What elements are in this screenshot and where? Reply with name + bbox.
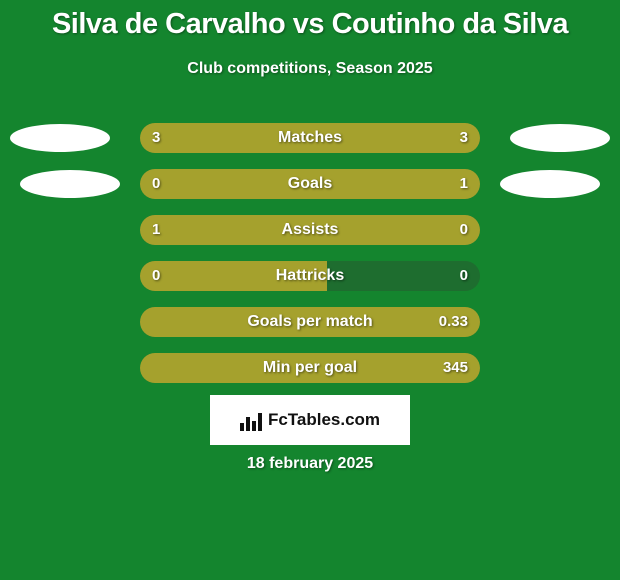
- stat-row: Assists1 0: [0, 210, 620, 256]
- stat-row: Goals per match0.33: [0, 302, 620, 348]
- stat-row: Min per goal345: [0, 348, 620, 394]
- stat-bar: Matches3 3: [140, 123, 480, 153]
- stat-row: Hattricks0 0: [0, 256, 620, 302]
- stat-row: Goals0 1: [0, 164, 620, 210]
- brand-badge: FcTables.com: [210, 395, 410, 445]
- stat-value-left: 3: [152, 123, 160, 153]
- stat-value-right: 345: [443, 353, 468, 383]
- player-left-marker: [10, 124, 110, 152]
- player-left-marker: [20, 170, 120, 198]
- player-right-marker: [500, 170, 600, 198]
- stat-value-left: 0: [152, 169, 160, 199]
- brand-text: FcTables.com: [268, 410, 380, 430]
- stat-rows-container: Matches33Goals01Assists10Hattricks00Goal…: [0, 118, 620, 394]
- stat-bar: Hattricks0 0: [140, 261, 480, 291]
- comparison-infographic: Silva de Carvalho vs Coutinho da Silva C…: [0, 0, 620, 580]
- stat-label: Min per goal: [140, 353, 480, 383]
- stat-value-right: 0.33: [439, 307, 468, 337]
- page-title: Silva de Carvalho vs Coutinho da Silva: [0, 0, 620, 41]
- stat-value-right: 3: [460, 123, 468, 153]
- date-label: 18 february 2025: [0, 455, 620, 473]
- stat-bar: Goals per match0.33: [140, 307, 480, 337]
- stat-value-left: 0: [152, 261, 160, 291]
- stat-value-right: 0: [460, 215, 468, 245]
- stat-value-right: 0: [460, 261, 468, 291]
- bar-chart-icon: [240, 409, 262, 431]
- stat-label: Goals: [140, 169, 480, 199]
- stat-label: Hattricks: [140, 261, 480, 291]
- page-subtitle: Club competitions, Season 2025: [0, 60, 620, 78]
- stat-label: Matches: [140, 123, 480, 153]
- stat-label: Goals per match: [140, 307, 480, 337]
- stat-row: Matches3 3: [0, 118, 620, 164]
- stat-bar: Assists1 0: [140, 215, 480, 245]
- player-right-marker: [510, 124, 610, 152]
- stat-value-left: 1: [152, 215, 160, 245]
- stat-value-right: 1: [460, 169, 468, 199]
- stat-label: Assists: [140, 215, 480, 245]
- stat-bar: Goals0 1: [140, 169, 480, 199]
- stat-bar: Min per goal345: [140, 353, 480, 383]
